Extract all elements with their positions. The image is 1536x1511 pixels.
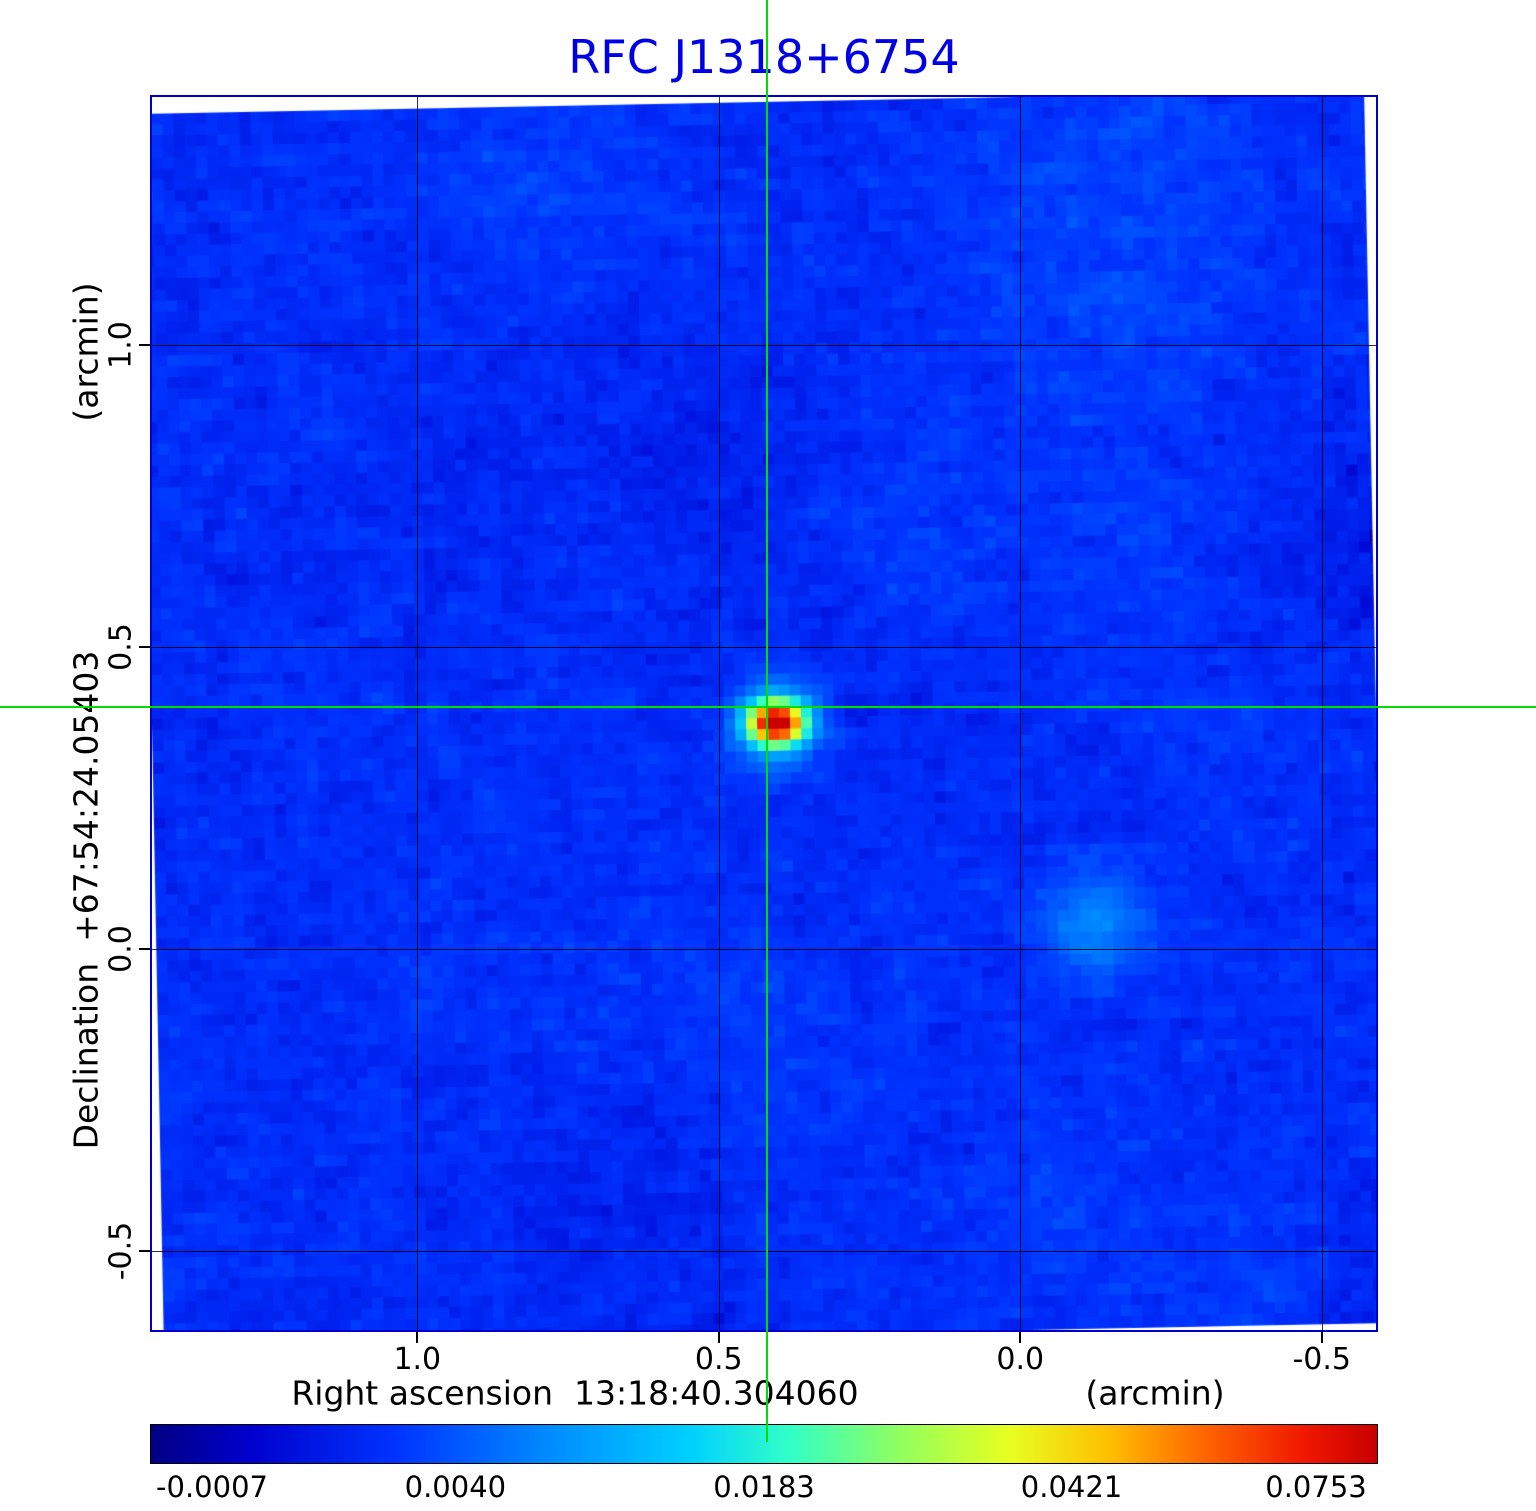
y-axis-unit-label: (arcmin) xyxy=(66,282,106,422)
y-tick-label: 0.5 xyxy=(103,623,139,671)
x-gridline xyxy=(718,97,720,1330)
y-tick-mark xyxy=(139,343,150,346)
crosshair-vertical-line xyxy=(766,0,768,1442)
figure-title: RFC J1318+6754 xyxy=(568,30,960,84)
colorbar-tick-label: 0.0183 xyxy=(713,1470,815,1504)
x-axis-label: Right ascension 13:18:40.304060 xyxy=(291,1373,859,1413)
colorbar-tick-label: 0.0421 xyxy=(1020,1470,1123,1504)
crosshair-horizontal-line xyxy=(0,706,1536,709)
x-gridline xyxy=(1321,97,1323,1330)
x-gridline xyxy=(417,97,419,1330)
x-gridline xyxy=(1020,97,1022,1330)
y-gridline xyxy=(152,1251,1376,1253)
y-gridline xyxy=(152,949,1376,951)
y-tick-label: 1.0 xyxy=(103,320,139,369)
sky-map-canvas xyxy=(152,97,1376,1330)
colorbar xyxy=(150,1424,1378,1464)
x-tick-label: 0.5 xyxy=(694,1342,743,1377)
y-tick-mark xyxy=(139,646,150,648)
x-tick-label: 0.0 xyxy=(996,1342,1045,1377)
colorbar-tick-label: -0.0007 xyxy=(156,1470,268,1504)
x-axis-unit-label: (arcmin) xyxy=(1085,1373,1225,1413)
x-tick-label: -0.5 xyxy=(1292,1342,1351,1377)
y-axis-label: Declination +67:54:24.05403 xyxy=(66,650,106,1150)
y-tick-label: 0.0 xyxy=(103,925,139,974)
colorbar-tick-label: 0.0040 xyxy=(404,1470,507,1504)
plot-area xyxy=(150,95,1378,1332)
y-tick-mark xyxy=(139,948,150,951)
y-tick-mark xyxy=(139,1250,150,1253)
x-tick-mark xyxy=(1320,1332,1323,1343)
colorbar-tick-label: 0.0753 xyxy=(1265,1470,1367,1504)
y-gridline xyxy=(152,344,1376,346)
y-tick-label: -0.5 xyxy=(103,1222,139,1281)
x-tick-label: 1.0 xyxy=(393,1342,442,1377)
x-tick-mark xyxy=(717,1332,720,1343)
y-gridline xyxy=(152,647,1376,648)
x-tick-mark xyxy=(1019,1332,1022,1343)
x-tick-mark xyxy=(416,1332,419,1343)
